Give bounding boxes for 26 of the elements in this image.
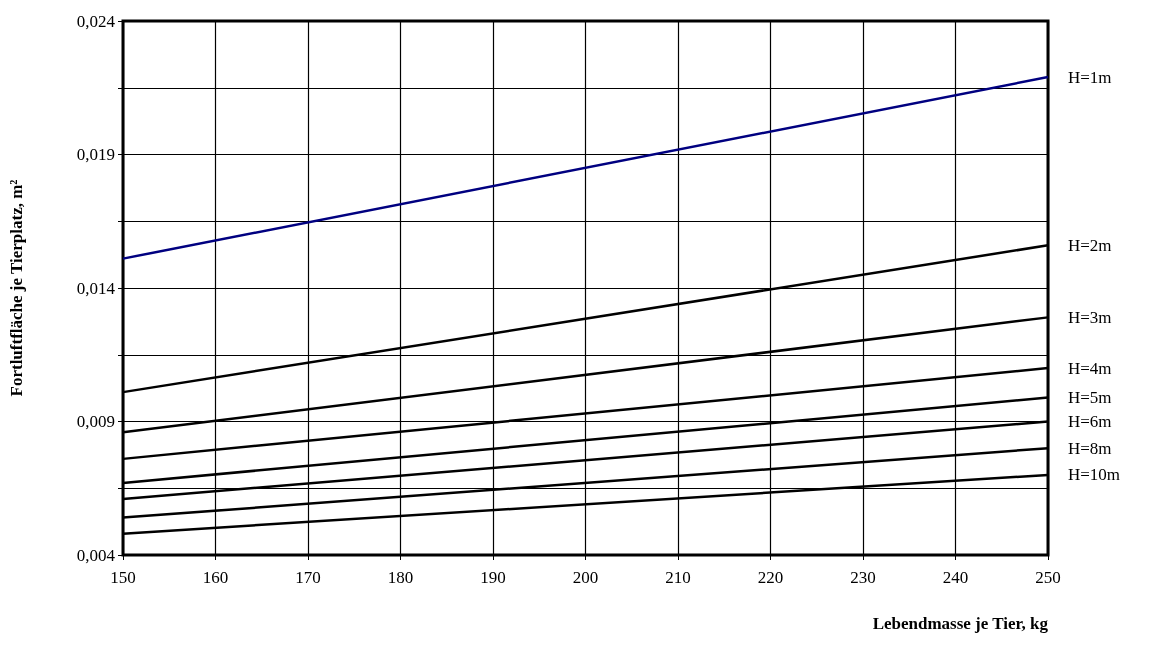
series-label: H=2m — [1068, 235, 1112, 255]
x-tick-label: 210 — [665, 568, 691, 587]
x-tick-label: 200 — [572, 568, 599, 587]
x-tick-label: 240 — [942, 568, 969, 587]
x-axis-title: Lebendmasse je Tier, kg — [872, 614, 1049, 633]
y-tick-label: 0,024 — [76, 11, 116, 31]
x-tick-label: 230 — [850, 568, 876, 587]
series-label: H=6m — [1068, 412, 1112, 431]
series-label: H=5m — [1068, 387, 1112, 407]
y-axis-title: Fortluftfläche je Tierplatz, m² — [7, 179, 26, 397]
x-tick-label: 160 — [202, 568, 229, 587]
series-label: H=4m — [1068, 358, 1112, 378]
x-tick-label: 180 — [387, 568, 414, 587]
series-label: H=8m — [1068, 438, 1112, 458]
x-tick-label: 150 — [110, 568, 136, 587]
series-label: H=1m — [1068, 67, 1112, 87]
x-tick-label: 170 — [295, 568, 321, 587]
series-label: H=10m — [1068, 465, 1121, 485]
y-tick-label: 0,009 — [76, 412, 115, 431]
series-label: H=3m — [1068, 307, 1112, 327]
y-tick-label: 0,019 — [76, 145, 115, 164]
x-tick-label: 250 — [1035, 568, 1061, 587]
x-tick-label: 190 — [480, 568, 506, 587]
x-tick-label: 220 — [757, 568, 784, 587]
y-tick-label: 0,014 — [76, 278, 116, 298]
y-tick-label: 0,004 — [76, 545, 116, 565]
